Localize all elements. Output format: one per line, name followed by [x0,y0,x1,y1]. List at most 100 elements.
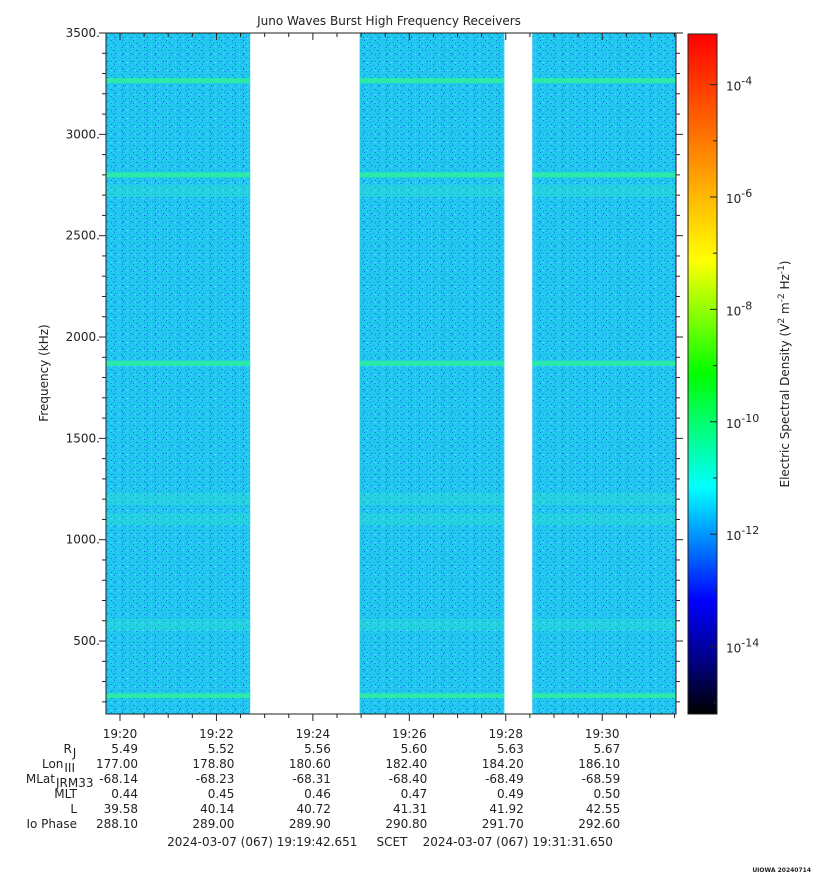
y-tick-label: 2000. [66,330,100,344]
ephemeris-value: 5.56 [304,742,331,756]
data-segment-2 [359,33,505,714]
ephemeris-value: 5.52 [208,742,235,756]
x-tick-label: 19:24 [296,727,331,741]
background-band-3 [106,493,251,506]
background-band-3 [359,493,505,506]
emission-line-4 [359,78,505,84]
emission-line-3 [106,172,251,178]
ephemeris-row-label: MLT [54,787,77,801]
ephemeris-table: R J 5.49 5.52 5.56 5.60 5.63 5.67 Lon III 177.00 17… [26,742,620,831]
colorbar [687,33,718,715]
emission-line-1 [106,693,251,699]
plot-frame [105,32,677,715]
background-band-1 [359,618,505,631]
ephemeris-value: 292.60 [578,817,620,831]
y-tick-label: 1000. [66,533,100,547]
ephemeris-value: 39.58 [104,802,138,816]
emission-line-3 [532,172,676,178]
ephemeris-value: 180.60 [289,757,331,771]
ephemeris-row-sublabel: III [64,761,75,775]
emission-line-2 [106,360,251,366]
emission-line-2 [359,360,505,366]
ephemeris-value: 289.90 [289,817,331,831]
background-band-1 [532,618,676,631]
y-tick-label: 3500. [66,26,100,40]
x-tick-label: 19:30 [585,727,620,741]
data-segment-1 [106,33,251,714]
background-band-2 [532,513,676,526]
ephemeris-value: 41.92 [489,802,523,816]
ephemeris-value: 41.31 [393,802,427,816]
background-band-2 [359,513,505,526]
ephemeris-row-label: MLat [26,772,55,786]
ephemeris-row-sublabel: JRM33 [55,776,94,790]
emission-line-1 [532,693,676,699]
ephemeris-row-label: Lon [42,757,63,771]
segment-noise-2 [532,33,676,714]
ephemeris-value: -68.59 [582,772,621,786]
ephemeris-value: 288.10 [96,817,138,831]
x-tick-label: 19:20 [103,727,138,741]
ephemeris-value: -68.14 [99,772,138,786]
segment-noise-2 [359,33,505,714]
colorbar-tick-label: 10-10 [726,412,759,431]
chart-title: Juno Waves Burst High Frequency Receiver… [256,14,521,28]
ephemeris-value: 42.55 [586,802,620,816]
y-tick-label: 500. [73,634,100,648]
ephemeris-value: 0.44 [111,787,138,801]
background-band-4 [359,185,505,198]
ephemeris-value: 0.50 [593,787,620,801]
colorbar-tick-label: 10-8 [726,299,752,318]
ephemeris-value: 291.70 [482,817,524,831]
ephemeris-value: -68.31 [292,772,331,786]
colorbar-tick-label: 10-12 [726,524,759,543]
ephemeris-value: -68.40 [389,772,428,786]
ephemeris-value: -68.49 [485,772,524,786]
colorbar-label: Electric Spectral Density (V2 m-2 Hz-1) [777,260,792,487]
ephemeris-value: 290.80 [385,817,427,831]
ephemeris-value: 5.49 [111,742,138,756]
ephemeris-row-label: Io Phase [26,817,77,831]
emission-line-4 [532,78,676,84]
ephemeris-value: 177.00 [96,757,138,771]
y-axis-label: Frequency (kHz) [37,324,51,421]
emission-line-1 [359,693,505,699]
data-segment-3 [532,33,676,714]
ephemeris-row-label: R [63,742,71,756]
ephemeris-value: 184.20 [482,757,524,771]
ephemeris-value: 0.46 [304,787,331,801]
ephemeris-value: 0.47 [401,787,428,801]
ephemeris-value: -68.23 [196,772,235,786]
y-tick-label: 2500. [66,229,100,243]
colorbar-tick-label: 10-4 [726,75,752,94]
background-band-3 [532,493,676,506]
background-band-4 [106,185,251,198]
ephemeris-value: 178.80 [192,757,234,771]
colorbar-axis: 10-4 10-6 10-8 10-10 10-12 10-14 [710,75,759,704]
x-axis: 19:20 19:22 19:24 19:26 19:28 19:30 [103,33,676,741]
background-band-1 [106,618,251,631]
colorbar-tick-label: 10-14 [726,637,759,656]
spectrogram-plot [106,33,676,714]
segment-noise-2 [106,33,251,714]
ephemeris-row-sublabel: J [72,746,77,760]
background-band-4 [532,185,676,198]
ephemeris-value: 5.67 [593,742,620,756]
emission-line-2 [532,360,676,366]
ephemeris-value: 186.10 [578,757,620,771]
footer-stamp: UIOWA 20240714 [752,867,811,874]
background-band-2 [106,513,251,526]
time-range: 2024-03-07 (067) 19:19:42.651 SCET 2024-… [167,835,613,849]
y-tick-label: 3000. [66,127,100,141]
ephemeris-value: 40.72 [297,802,331,816]
ephemeris-value: 40.14 [200,802,234,816]
ephemeris-value: 0.45 [208,787,235,801]
ephemeris-value: 5.63 [497,742,524,756]
x-tick-label: 19:26 [392,727,427,741]
colorbar-tick-label: 10-6 [726,187,752,206]
ephemeris-value: 5.60 [401,742,428,756]
y-tick-label: 1500. [66,431,100,445]
ephemeris-value: 0.49 [497,787,524,801]
emission-line-4 [106,78,251,84]
